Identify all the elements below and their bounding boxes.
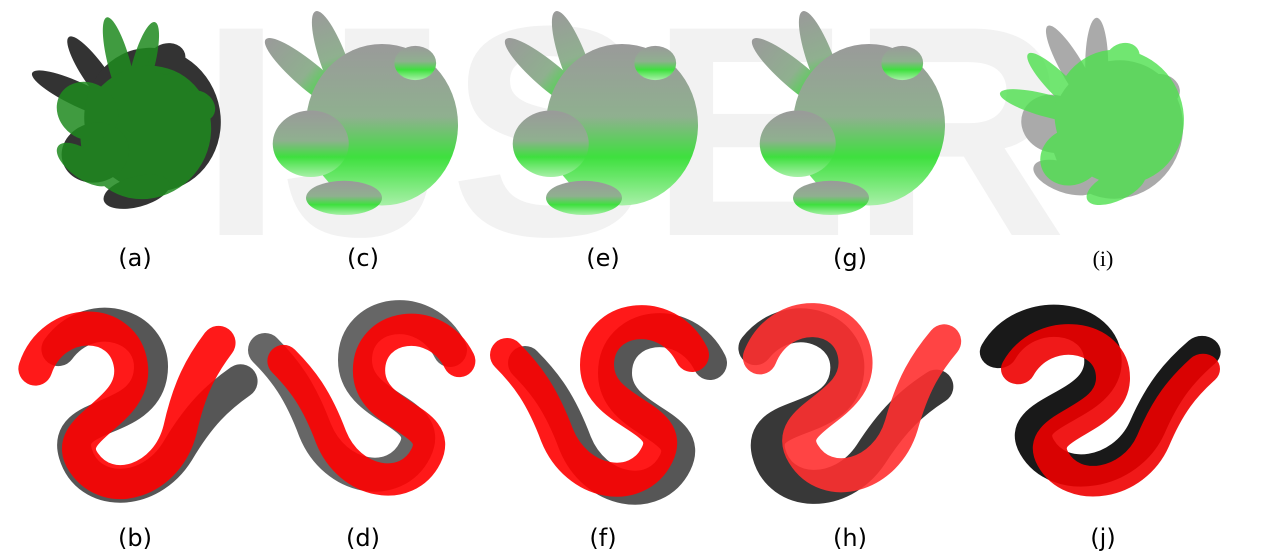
point-cloud (757, 309, 955, 482)
panel-label: (h) (833, 524, 867, 552)
panel-label: (c) (347, 244, 379, 272)
panel-label: (f) (589, 524, 616, 552)
panel-label: (b) (118, 524, 152, 552)
dragon-panel (999, 321, 1204, 481)
dragon-panel (507, 322, 710, 488)
panel-label: (j) (1090, 524, 1115, 552)
point-cloud (284, 330, 460, 480)
panel-label: (g) (833, 244, 867, 272)
panel-label: (i) (1093, 246, 1114, 271)
panel-label: (e) (586, 244, 620, 272)
panel-label: (d) (346, 524, 380, 552)
panel-label: (a) (118, 244, 151, 272)
figure: IJSER (a)(c)(e)(g)(i)(b)(d)(f)(h)(j) (0, 0, 1266, 552)
dragon-panel (265, 317, 459, 479)
dragon-panel (31, 310, 247, 504)
dragon-panel (729, 309, 955, 509)
